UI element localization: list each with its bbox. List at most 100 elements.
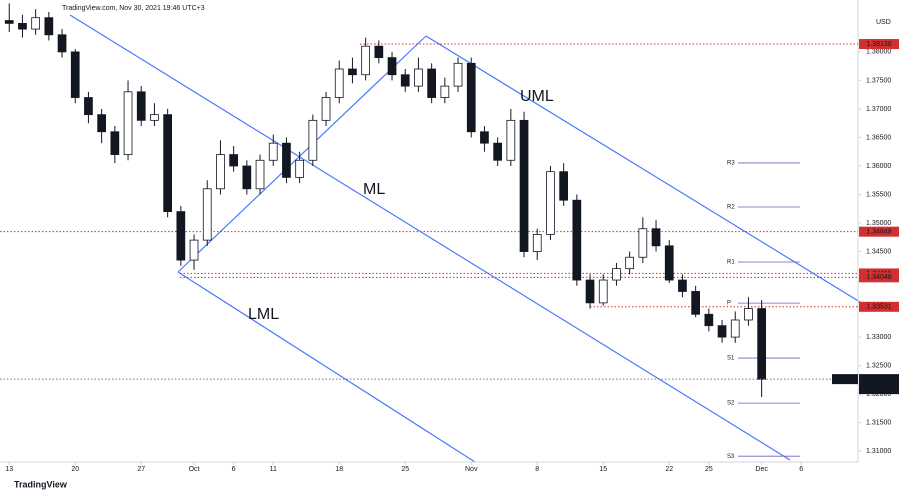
candle-body [255, 159, 265, 190]
x-tick-label: Nov [465, 466, 478, 473]
x-tick-label: 20 [71, 466, 79, 473]
level-price-box [859, 301, 899, 312]
y-tick-label: 1.37000 [866, 106, 891, 113]
y-tick-label: 1.37500 [866, 77, 891, 84]
x-tick-label: Dec [755, 466, 768, 473]
candle-body [559, 171, 568, 201]
y-tick-label: 1.36500 [866, 134, 891, 141]
y-tick-label: 1.32500 [866, 362, 891, 369]
candle-body [717, 325, 727, 338]
candle-body [678, 279, 687, 292]
symbol-box [832, 374, 858, 385]
pitchfork-handle [177, 35, 427, 273]
lower-median-line [177, 271, 476, 463]
candle-body [625, 256, 634, 270]
candle-body [268, 142, 278, 161]
candle-body [519, 119, 529, 252]
candle-body [453, 62, 463, 87]
currency: USD [876, 19, 891, 26]
candle-body [730, 319, 740, 338]
y-tick-label: 1.36000 [866, 163, 891, 170]
y-tick-label: 1.35500 [866, 191, 891, 198]
candle-body [466, 62, 476, 133]
candle-body [163, 114, 172, 213]
x-tick-label: 8 [535, 466, 539, 473]
uml-label: UML [520, 88, 554, 105]
candle-body [348, 68, 357, 76]
level-price-box [859, 226, 899, 237]
candle-body [150, 114, 159, 121]
candle-body [176, 211, 186, 261]
candle-body [480, 131, 489, 144]
candle-body [84, 97, 93, 116]
candle-body [506, 119, 516, 161]
candle-body [31, 17, 41, 30]
candle-body [44, 17, 54, 36]
pitchfork [69, 14, 861, 463]
candle-body [757, 308, 766, 380]
level-price-label: 1.33531 [866, 304, 891, 311]
candle-body [216, 154, 225, 190]
y-tick-label: 1.31500 [866, 419, 891, 426]
candle-body [242, 165, 252, 190]
upper-median-line [425, 35, 861, 303]
x-tick-label: 6 [232, 466, 236, 473]
candle-body [282, 142, 291, 178]
level-price-box [859, 39, 899, 50]
candle-body [691, 291, 700, 315]
brand: TradingView [14, 479, 68, 489]
candle-body [572, 199, 582, 281]
x-tick-label: 22 [665, 466, 673, 473]
candle-body [374, 45, 384, 59]
candle-body [136, 91, 146, 121]
x-tick-label: 25 [705, 466, 713, 473]
pivot-label: S3 [727, 454, 735, 460]
ml-label: ML [363, 181, 385, 198]
x-tick-label: Oct [189, 466, 200, 473]
pivot-label: S1 [727, 356, 735, 362]
candle-body [110, 131, 120, 155]
pivot-label: R3 [727, 161, 735, 167]
level-price-box [859, 272, 899, 283]
candle-body [744, 308, 753, 321]
candle-body [414, 68, 423, 87]
candle-body [295, 159, 304, 178]
countdown-label: 01:13:38 [865, 385, 892, 392]
candle-body [57, 34, 67, 53]
y-tick-label: 1.33000 [866, 334, 891, 341]
y-tick-label: 1.31000 [866, 448, 891, 455]
candle-body [546, 171, 555, 235]
candle-body [493, 142, 502, 161]
pivot-label: P [727, 301, 731, 307]
x-tick-label: 11 [270, 466, 277, 473]
median-line [69, 14, 791, 461]
level-price-label: 1.34848 [866, 229, 891, 236]
candle-body [612, 268, 621, 281]
last-price-box [859, 374, 899, 395]
candle-body [598, 279, 608, 304]
candle-body [229, 154, 238, 167]
lml-label: LML [248, 306, 279, 323]
x-tick-label: 6 [799, 466, 803, 473]
candle-body [4, 20, 14, 24]
candle-body [638, 228, 648, 258]
y-tick-label: 1.32000 [866, 391, 891, 398]
y-tick-label: 1.34500 [866, 248, 891, 255]
candle-body [321, 97, 331, 121]
candle-body [334, 68, 344, 98]
candle-body [361, 45, 370, 76]
candle-body [189, 239, 199, 261]
candle-body [585, 279, 595, 304]
x-tick-label: 18 [335, 466, 343, 473]
x-tick-label: 13 [5, 466, 13, 473]
candle-body [651, 228, 661, 247]
x-tick-label: 25 [401, 466, 409, 473]
candle-body [704, 313, 714, 327]
candle-body [532, 234, 542, 252]
level-price-label: 1.38138 [866, 41, 891, 48]
candle-body [70, 51, 80, 98]
level-price-label: 1.34048 [866, 274, 891, 281]
candle-body [123, 91, 133, 155]
